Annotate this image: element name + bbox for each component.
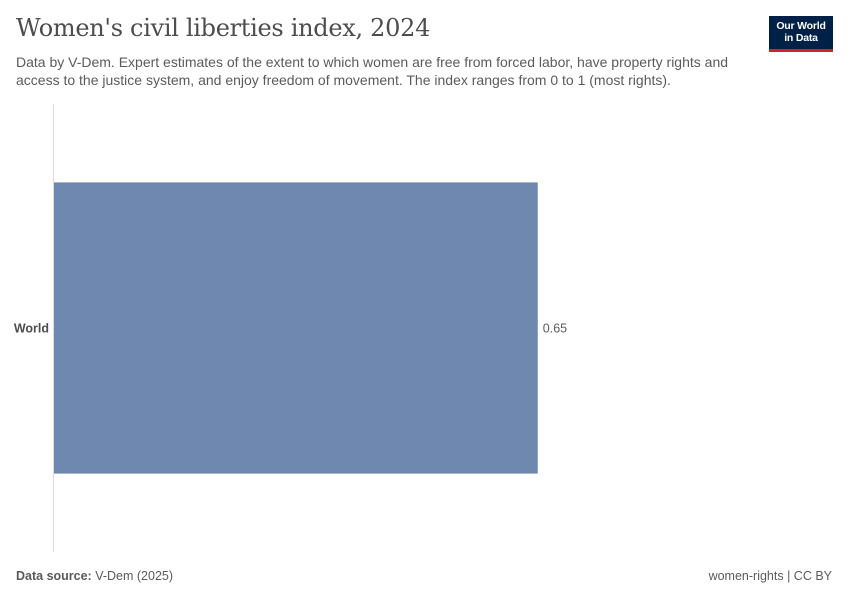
license-note[interactable]: women-rights | CC BY	[708, 569, 832, 583]
logo-line-1: Our World	[776, 20, 826, 32]
data-source-value[interactable]: V-Dem (2025)	[95, 569, 174, 583]
category-label: World	[14, 322, 49, 336]
logo-line-2: in Data	[784, 31, 818, 44]
data-source: Data source: V-Dem (2025)	[16, 569, 173, 583]
data-source-label: Data source:	[16, 569, 92, 583]
owid-logo[interactable]: Our World in Data	[769, 16, 833, 52]
chart-title: Women's civil liberties index, 2024	[16, 14, 431, 42]
bar[interactable]	[54, 182, 538, 474]
value-label: 0.65	[543, 322, 567, 336]
bars-group: World 0.65	[14, 182, 567, 474]
chart-subtitle: Data by V-Dem. Expert estimates of the e…	[16, 54, 729, 88]
bar-chart: World 0.65	[14, 104, 567, 552]
